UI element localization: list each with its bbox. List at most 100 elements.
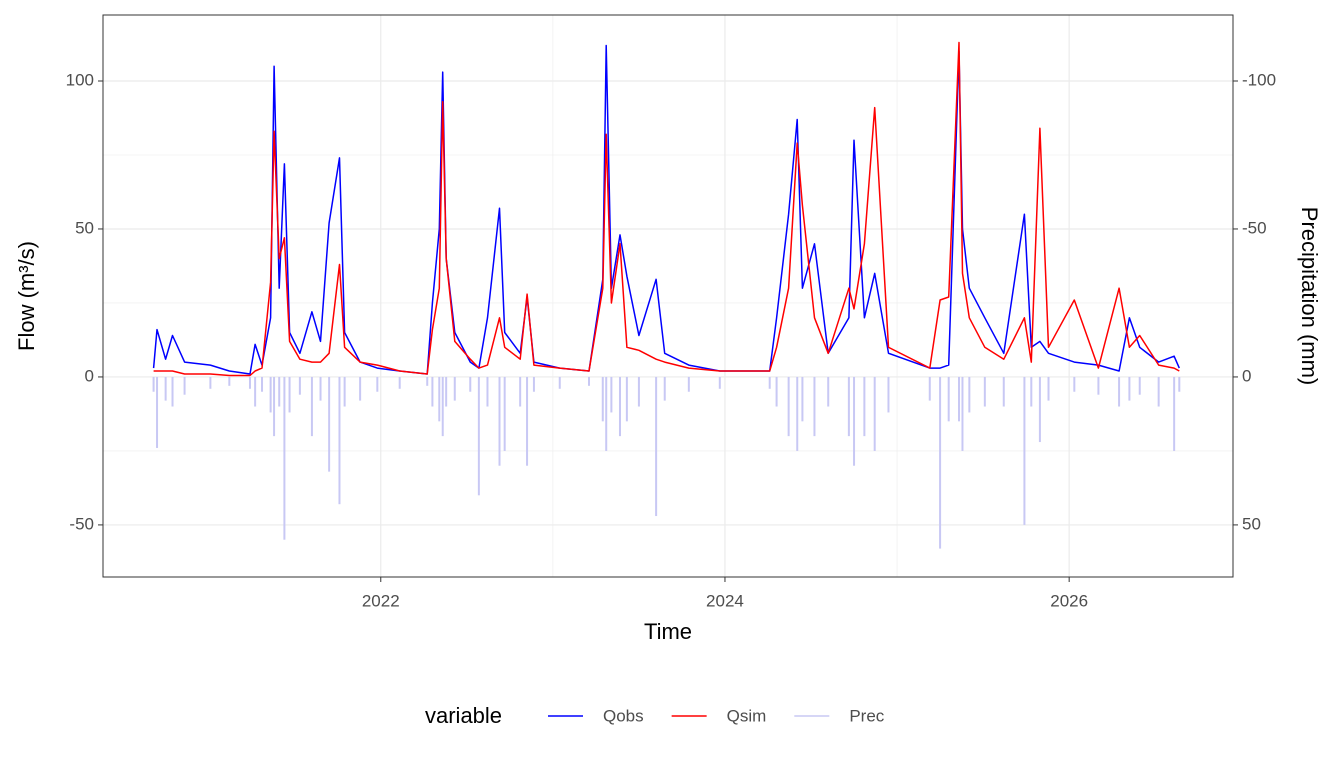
precip-bar bbox=[1047, 376, 1050, 401]
precip-bar bbox=[558, 376, 561, 389]
precip-bar bbox=[152, 376, 155, 392]
precip-bar bbox=[228, 376, 231, 386]
precip-bar bbox=[1128, 376, 1131, 401]
precip-bar bbox=[445, 376, 448, 407]
precip-bar bbox=[1038, 376, 1041, 443]
precip-bar bbox=[787, 376, 790, 437]
precip-bar bbox=[261, 376, 264, 392]
precip-bar bbox=[498, 376, 501, 466]
precip-bar bbox=[209, 376, 212, 389]
precip-bar bbox=[376, 376, 379, 392]
precip-bar bbox=[343, 376, 346, 407]
precip-bar bbox=[1157, 376, 1160, 407]
precip-bar bbox=[1097, 376, 1100, 395]
precip-bar bbox=[618, 376, 621, 437]
precip-bar bbox=[1178, 376, 1181, 392]
precip-bar bbox=[687, 376, 690, 392]
grid bbox=[103, 15, 1233, 577]
precip-bar bbox=[183, 376, 186, 395]
precip-bar bbox=[947, 376, 950, 422]
precip-bar bbox=[610, 376, 613, 413]
precip-bar bbox=[863, 376, 866, 437]
precip-bar bbox=[958, 376, 961, 422]
precip-bar bbox=[625, 376, 628, 422]
precip-bar bbox=[273, 376, 276, 437]
legend-label: Prec bbox=[849, 706, 884, 725]
precip-bar bbox=[655, 376, 658, 517]
precip-bar bbox=[283, 376, 286, 540]
x-tick-label: 2026 bbox=[1050, 591, 1088, 610]
precip-bar bbox=[453, 376, 456, 401]
precip-bar bbox=[338, 376, 341, 505]
precip-bar bbox=[278, 376, 281, 407]
legend: Qobs Qsim Prec bbox=[548, 706, 885, 725]
precip-bar bbox=[469, 376, 472, 392]
precip-bar bbox=[288, 376, 291, 413]
precip-bar bbox=[1002, 376, 1005, 407]
precip-bar bbox=[601, 376, 604, 422]
y2-axis-title: Precipitation (mm) bbox=[1297, 207, 1322, 385]
precip-bar bbox=[796, 376, 799, 451]
precip-bar bbox=[298, 376, 301, 395]
y-tick-label: 0 bbox=[85, 366, 94, 385]
precip-bar bbox=[269, 376, 272, 413]
precip-bar bbox=[801, 376, 804, 422]
precip-bar bbox=[1138, 376, 1141, 395]
precip-bar bbox=[1023, 376, 1026, 525]
precip-bar bbox=[156, 376, 159, 448]
precip-bar bbox=[961, 376, 964, 451]
precip-bar bbox=[254, 376, 257, 407]
axes: -50 0 50 100 -100 -50 0 50 2022 2024 2026 bbox=[66, 70, 1276, 610]
precip-bar bbox=[438, 376, 441, 422]
precip-bar bbox=[663, 376, 666, 401]
legend-label: Qsim bbox=[727, 706, 767, 725]
precip-bar bbox=[928, 376, 931, 401]
precip-bar bbox=[519, 376, 522, 407]
precip-bar bbox=[526, 376, 529, 466]
precip-bar bbox=[486, 376, 489, 407]
y-tick-label: 50 bbox=[75, 218, 94, 237]
legend-label: Qobs bbox=[603, 706, 644, 725]
series-line bbox=[152, 44, 1180, 375]
y2-tick-label: 0 bbox=[1242, 366, 1251, 385]
precip-bar bbox=[359, 376, 362, 401]
precip-bar bbox=[1030, 376, 1033, 407]
precip-bar bbox=[1118, 376, 1121, 407]
precip-bar bbox=[431, 376, 434, 407]
precip-bar bbox=[1073, 376, 1076, 392]
series-line bbox=[153, 41, 1180, 377]
precip-bar bbox=[939, 376, 942, 549]
precip-bar bbox=[164, 376, 167, 401]
precip-bar bbox=[532, 376, 535, 392]
plot-background bbox=[103, 15, 1233, 577]
precip-bar bbox=[248, 376, 251, 389]
precip-bar bbox=[503, 376, 506, 451]
x-tick-label: 2022 bbox=[362, 591, 400, 610]
precip-bar bbox=[328, 376, 331, 472]
precip-bar bbox=[873, 376, 876, 451]
precip-bar bbox=[477, 376, 480, 496]
precip-bar bbox=[853, 376, 856, 466]
precip-bar bbox=[827, 376, 830, 407]
y2-tick-label: -100 bbox=[1242, 70, 1276, 89]
precip-bar bbox=[398, 376, 401, 389]
y2-tick-label: 50 bbox=[1242, 514, 1261, 533]
precip-bar bbox=[441, 376, 444, 437]
y-axis-title: Flow (m³/s) bbox=[14, 241, 39, 351]
y-tick-label: 100 bbox=[66, 70, 94, 89]
precip-bar bbox=[775, 376, 778, 407]
precip-bar bbox=[605, 376, 608, 451]
marks bbox=[152, 41, 1181, 549]
precip-bar bbox=[426, 376, 429, 386]
precip-bar bbox=[768, 376, 771, 389]
y2-tick-label: -50 bbox=[1242, 218, 1267, 237]
precip-bar bbox=[588, 376, 591, 386]
precip-bar bbox=[637, 376, 640, 407]
precip-bar bbox=[847, 376, 850, 437]
precip-bar bbox=[813, 376, 816, 437]
precip-bar bbox=[310, 376, 313, 437]
precip-bar bbox=[319, 376, 322, 401]
precip-bar bbox=[718, 376, 721, 389]
legend-title: variable bbox=[425, 703, 502, 728]
